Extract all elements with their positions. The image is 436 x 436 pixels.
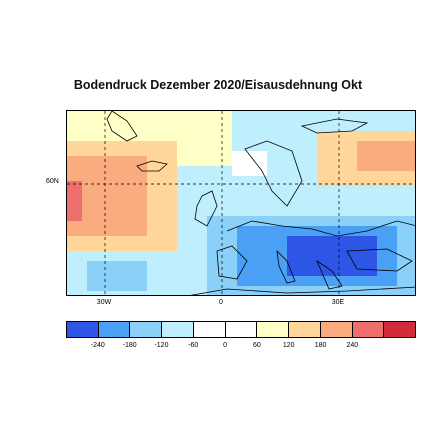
- iberia-coast: [216, 245, 248, 280]
- north-africa-coast: [190, 286, 415, 295]
- colorbar-segment: [384, 322, 416, 337]
- balkan-coast: [316, 259, 343, 290]
- map-canvas: [67, 111, 415, 295]
- anomaly-field-pos-east-strong: [357, 141, 415, 171]
- latitude-label-60n: 60N: [46, 178, 59, 185]
- colorbar-tick-label: 180: [314, 342, 327, 349]
- arctic-islands-coast: [300, 118, 369, 134]
- coastlines: [106, 111, 415, 295]
- longitude-label-30w: 30W: [96, 299, 112, 306]
- colorbar-tick-label: 240: [346, 342, 359, 349]
- colorbar-tick-label: -120: [154, 342, 169, 349]
- map-title: Bodendruck Dezember 2020/Eisausdehnung O…: [73, 78, 363, 92]
- iceland-coast: [136, 160, 168, 172]
- colorbar-segment: [130, 322, 163, 337]
- colorbar-segment: [289, 322, 321, 337]
- colorbar-segment: [320, 322, 353, 337]
- anomaly-field-neg-sw-mid: [87, 261, 147, 291]
- anomaly-field-neg-med-core: [287, 236, 377, 276]
- anomaly-field-pos-atlantic-core: [67, 181, 82, 221]
- british-isles-coast: [194, 190, 218, 227]
- scandinavia-coast: [244, 140, 303, 207]
- colorbar-segment: [352, 322, 385, 337]
- longitude-label-0: 0: [219, 299, 223, 306]
- colorbar-segment: [162, 322, 194, 337]
- colorbar-tick-label: -180: [122, 342, 137, 349]
- grid-lines: [67, 111, 415, 295]
- colorbar-tick-label: 120: [282, 342, 295, 349]
- colorbar-segment: [193, 322, 226, 337]
- colorbar-tick-label: -60: [188, 342, 199, 349]
- europe-south-coast: [226, 220, 415, 237]
- italy-coast: [276, 249, 296, 284]
- pressure-anomaly-map: [66, 110, 416, 296]
- colorbar-segment: [98, 322, 131, 337]
- colorbar-tick-label: 60: [253, 342, 261, 349]
- colorbar-segment: [225, 322, 258, 337]
- longitude-label-30e: 30E: [331, 299, 345, 306]
- colorbar: [66, 321, 416, 338]
- colorbar-tick-label: 0: [223, 342, 228, 349]
- colorbar-tick-label: -240: [90, 342, 105, 349]
- colorbar-segment: [67, 322, 99, 337]
- colorbar-segment: [257, 322, 290, 337]
- black-sea-coast: [346, 248, 413, 272]
- greenland-coast: [106, 111, 138, 142]
